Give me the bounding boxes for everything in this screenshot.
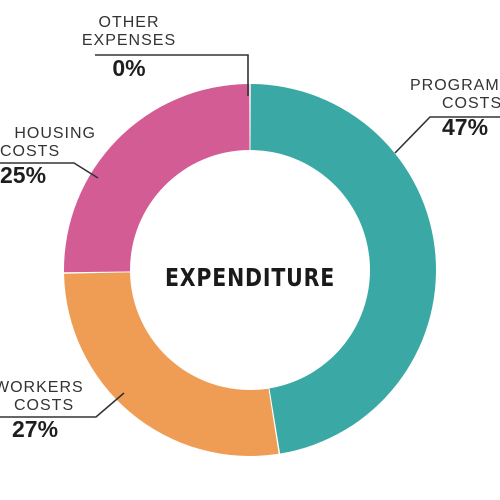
label-program-costs: PROGRAM COSTS 47% bbox=[410, 77, 500, 141]
other-expenses-name-line1: OTHER bbox=[98, 14, 160, 31]
leader-line-other-expenses bbox=[184, 54, 249, 96]
workers-costs-name-line2: COSTS bbox=[14, 397, 75, 414]
leader-line-program-costs bbox=[394, 116, 500, 154]
chart-title: EXPENDITURE bbox=[164, 262, 336, 292]
slice-workers-costs bbox=[64, 272, 279, 457]
other-expenses-value: 0% bbox=[112, 55, 146, 81]
leader-line-housing-costs bbox=[0, 162, 99, 179]
label-other-expenses: OTHER EXPENSES 0% bbox=[74, 14, 184, 82]
workers-costs-value: 27% bbox=[12, 416, 59, 442]
other-expenses-name-line2: EXPENSES bbox=[81, 32, 177, 49]
program-costs-name-line1: PROGRAM bbox=[410, 77, 500, 94]
slice-housing-costs bbox=[63, 84, 250, 273]
housing-costs-value: 25% bbox=[0, 162, 47, 188]
housing-costs-name-line1: HOUSING bbox=[14, 125, 96, 142]
program-costs-name-line2: COSTS bbox=[442, 95, 500, 112]
label-workers-costs: WORKERS COSTS 27% bbox=[0, 379, 84, 443]
slice-program-costs bbox=[250, 84, 437, 454]
workers-costs-name-line1: WORKERS bbox=[0, 379, 84, 396]
leader-line-workers-costs bbox=[0, 392, 125, 418]
housing-costs-name-line2: COSTS bbox=[0, 143, 61, 160]
label-housing-costs: HOUSING COSTS 25% bbox=[0, 125, 96, 189]
label-leader-lines bbox=[0, 54, 500, 418]
program-costs-value: 47% bbox=[442, 114, 489, 140]
donut-slices bbox=[63, 84, 437, 457]
